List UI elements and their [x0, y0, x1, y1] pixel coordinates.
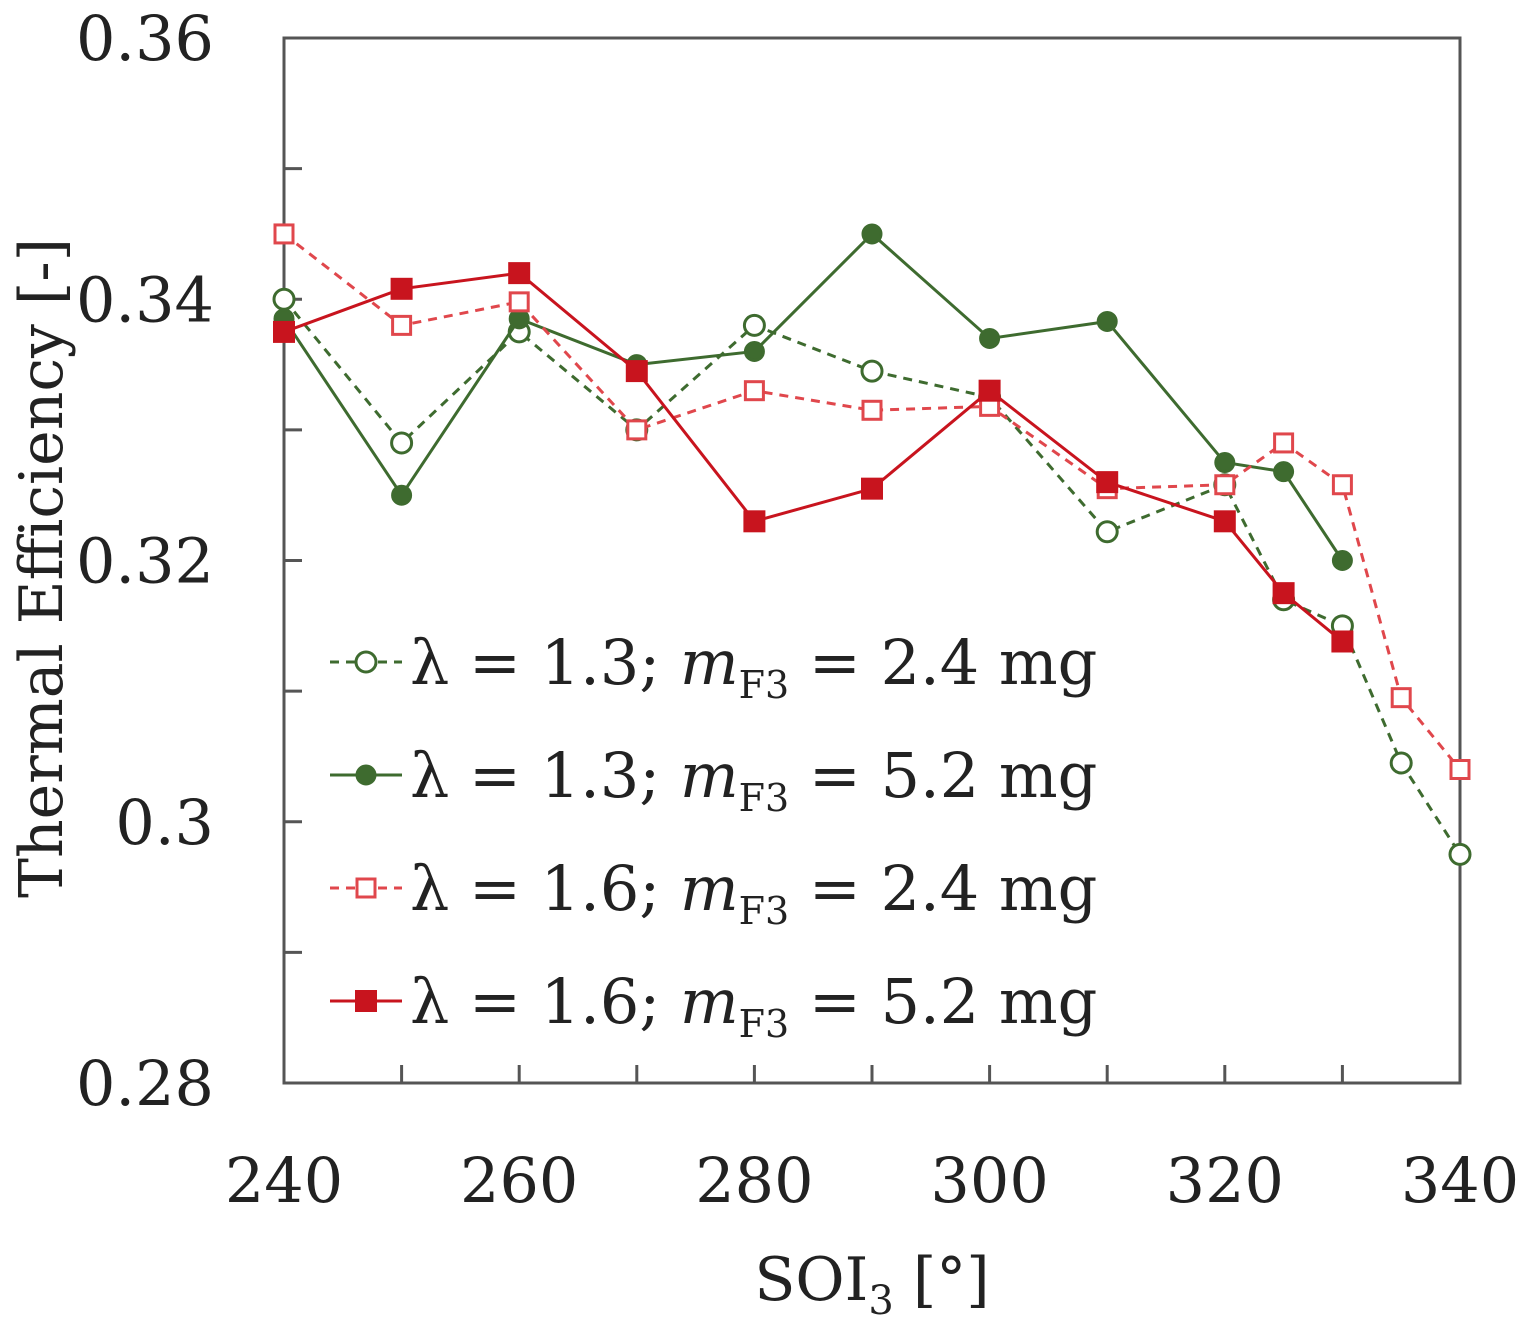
legend-label: λ = 1.6; mF3 = 2.4 mg [410, 852, 1097, 933]
series-3-point [1390, 687, 1412, 709]
legend-label: λ = 1.3; mF3 = 2.4 mg [410, 626, 1097, 707]
series-1-point [742, 313, 766, 337]
series-2-point [1273, 461, 1295, 483]
series-3-point [508, 291, 530, 313]
x-tick-label: 280 [695, 1144, 813, 1217]
series-2-point [508, 308, 530, 330]
series-4-point [273, 320, 295, 343]
series-3-point [626, 419, 648, 441]
series-3-point [1214, 474, 1236, 496]
series-4-point [743, 510, 766, 533]
series-3-point [1331, 474, 1353, 496]
series-4-point [1331, 630, 1354, 653]
axis-ticks [282, 36, 1462, 1085]
series-1-point [1448, 842, 1472, 866]
series-3-point [1449, 759, 1471, 780]
axis-titles: SOI3 [°] Thermal Efficiency [-] [7, 238, 990, 1324]
series-2-point [1331, 550, 1353, 571]
legend-item-1: λ = 1.3; mF3 = 2.4 mg [330, 626, 1097, 707]
plot-frame [282, 36, 1462, 1085]
series-3-point [861, 399, 883, 421]
legend-item-4: λ = 1.6; mF3 = 5.2 mg [330, 965, 1097, 1046]
series-2-point [861, 223, 883, 245]
x-tick-label: 340 [1401, 1144, 1519, 1217]
y-tick-label: 0.36 [76, 2, 214, 75]
series-4 [273, 262, 1354, 653]
legend-marker [355, 877, 377, 899]
series-4-point [978, 379, 1001, 402]
legend-item-2: λ = 1.3; mF3 = 5.2 mg [330, 739, 1097, 820]
series-4-point [1096, 471, 1119, 494]
legend-label: λ = 1.6; mF3 = 5.2 mg [410, 965, 1097, 1046]
legend-marker [355, 990, 377, 1012]
legend-item-3: λ = 1.6; mF3 = 2.4 mg [330, 852, 1097, 933]
series-1-point [860, 359, 884, 383]
series-2-point [1214, 452, 1236, 474]
y-tick-label: 0.34 [76, 263, 214, 336]
series-3-point [743, 380, 765, 402]
x-axis-title: SOI3 [°] [754, 1245, 989, 1324]
series-1-point [1095, 520, 1119, 544]
series-1-point [1389, 751, 1413, 775]
series-4-point [1213, 510, 1236, 533]
series-2-point [979, 327, 1001, 349]
series-1-point [390, 431, 414, 455]
y-tick-label: 0.3 [115, 786, 214, 859]
legend-marker [355, 764, 377, 786]
series-3-point [391, 314, 413, 336]
series-4-line [283, 271, 1344, 643]
series-4-point [625, 360, 648, 383]
series-layer [272, 223, 1472, 866]
series-1-point [272, 287, 296, 311]
series-2-point [1096, 310, 1118, 332]
series-3-point [1273, 432, 1295, 454]
legend-label: λ = 1.3; mF3 = 5.2 mg [410, 739, 1097, 820]
y-tick-label: 0.28 [76, 1047, 214, 1120]
series-4-point [861, 477, 883, 500]
legend-marker [354, 650, 378, 674]
x-tick-label: 300 [930, 1144, 1048, 1217]
legend: λ = 1.3; mF3 = 2.4 mg λ = 1.3; mF3 = 5.2 … [330, 626, 1097, 1046]
series-4-point [1272, 582, 1295, 605]
y-tick-label: 0.32 [76, 525, 214, 598]
plot-border [282, 36, 1462, 1085]
series-2 [273, 223, 1353, 571]
series-2-point [743, 341, 765, 362]
x-tick-label: 240 [225, 1144, 343, 1217]
axis-tick-labels: 240 260 280 300 320 340 0.28 0.3 0.32 0.34 0.36 [76, 2, 1519, 1217]
series-4-point [508, 262, 531, 285]
x-tick-label: 320 [1166, 1144, 1284, 1217]
series-4-point [390, 277, 413, 300]
series-3-point [273, 223, 295, 245]
x-tick-label: 260 [460, 1144, 578, 1217]
y-axis-title: Thermal Efficiency [-] [7, 238, 77, 898]
series-2-point [391, 484, 413, 506]
